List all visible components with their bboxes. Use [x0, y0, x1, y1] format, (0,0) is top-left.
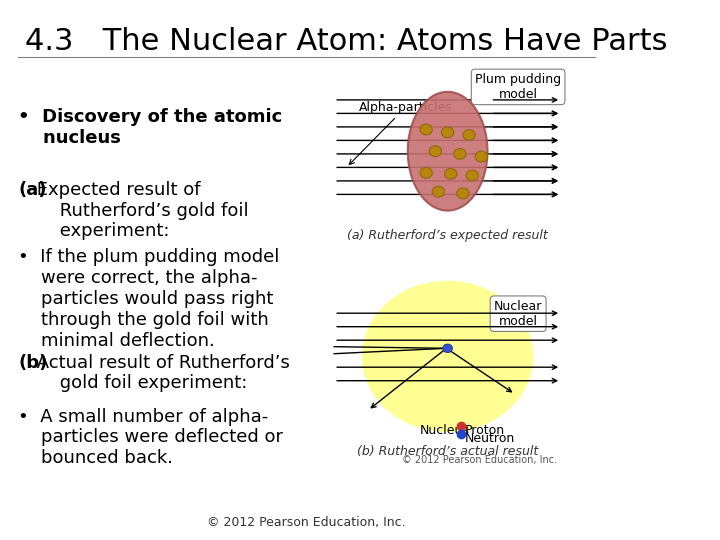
Text: (a) Rutherford’s expected result: (a) Rutherford’s expected result: [347, 230, 548, 242]
Text: (b): (b): [19, 354, 48, 372]
Circle shape: [441, 127, 454, 138]
Text: Alpha-particles: Alpha-particles: [349, 100, 453, 165]
Circle shape: [475, 151, 487, 162]
Circle shape: [456, 188, 469, 199]
Text: •  Discovery of the atomic
    nucleus: • Discovery of the atomic nucleus: [19, 108, 283, 147]
Circle shape: [420, 124, 432, 135]
Text: •  A small number of alpha-
    particles were deflected or
    bounced back.: • A small number of alpha- particles wer…: [19, 408, 284, 467]
Text: Plum pudding
model: Plum pudding model: [475, 73, 561, 101]
Circle shape: [443, 344, 453, 353]
Text: (a): (a): [19, 181, 47, 199]
Circle shape: [429, 146, 441, 157]
Text: Expected result of
     Rutherford’s gold foil
     experiment:: Expected result of Rutherford’s gold foi…: [31, 181, 248, 240]
Circle shape: [432, 186, 444, 197]
Text: (b) Rutherford’s actual result: (b) Rutherford’s actual result: [357, 446, 539, 458]
Ellipse shape: [408, 92, 487, 211]
Text: © 2012 Pearson Education, Inc.: © 2012 Pearson Education, Inc.: [207, 516, 406, 529]
Text: Neutron: Neutron: [465, 432, 515, 445]
Text: Nuclear
model: Nuclear model: [494, 300, 542, 328]
Circle shape: [420, 167, 432, 178]
Circle shape: [361, 281, 534, 432]
Circle shape: [466, 170, 478, 181]
Circle shape: [444, 168, 456, 179]
Text: © 2012 Pearson Education, Inc.: © 2012 Pearson Education, Inc.: [402, 455, 557, 465]
Text: Proton: Proton: [465, 424, 505, 437]
Text: Actual result of Rutherford’s
     gold foil experiment:: Actual result of Rutherford’s gold foil …: [31, 354, 289, 393]
Circle shape: [454, 148, 466, 159]
Text: •  If the plum pudding model
    were correct, the alpha-
    particles would pa: • If the plum pudding model were correct…: [19, 248, 280, 349]
Text: Nucleus: Nucleus: [420, 424, 470, 437]
Text: 4.3   The Nuclear Atom: Atoms Have Parts: 4.3 The Nuclear Atom: Atoms Have Parts: [24, 27, 667, 56]
Circle shape: [463, 130, 475, 140]
